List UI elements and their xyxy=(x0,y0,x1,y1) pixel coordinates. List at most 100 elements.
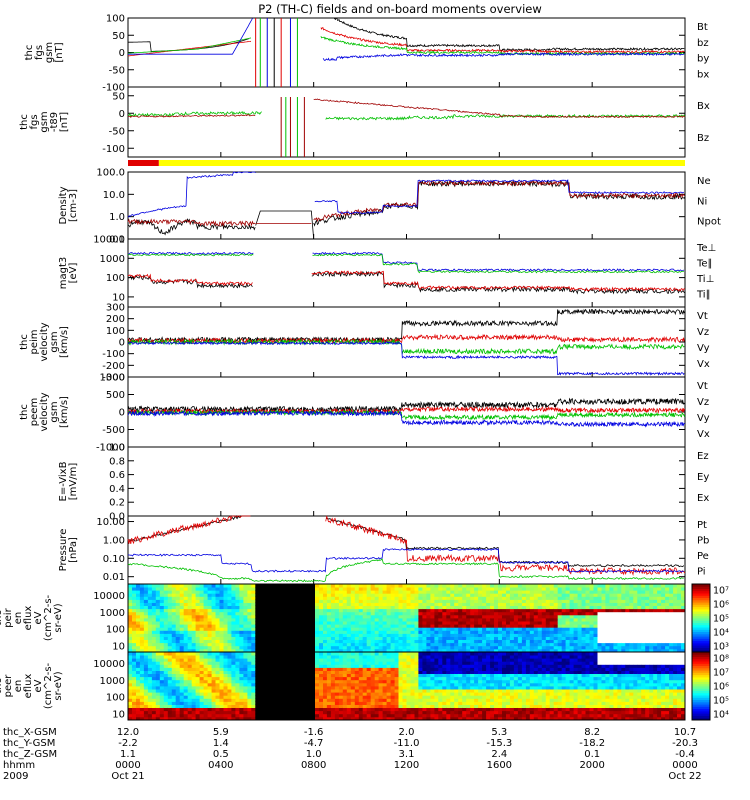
spec-cell xyxy=(235,642,240,647)
spec-cell xyxy=(275,670,280,674)
spec-cell xyxy=(390,639,395,644)
spec-cell xyxy=(311,655,316,659)
spec-cell xyxy=(677,648,682,653)
spec-cell xyxy=(394,596,399,600)
spec-cell xyxy=(354,664,360,668)
series-vt xyxy=(127,397,686,414)
spec-cell xyxy=(398,639,403,644)
spec-cell xyxy=(263,667,268,671)
spec-cell xyxy=(573,584,578,588)
spec-cell xyxy=(665,587,670,591)
spec-cell xyxy=(466,621,471,625)
spec-cell xyxy=(338,639,344,644)
spec-cell xyxy=(585,645,590,650)
colorbar-cell xyxy=(692,606,710,610)
spec-cell xyxy=(354,676,360,681)
spec-cell xyxy=(159,608,165,613)
y-axis-label-line: gsm xyxy=(44,42,55,63)
spec-cell xyxy=(410,639,415,644)
spec-cell xyxy=(311,645,316,650)
spec-cell xyxy=(311,608,316,613)
spec-cell xyxy=(132,704,137,708)
spec-cell xyxy=(506,599,511,603)
spec-cell xyxy=(255,648,260,653)
spec-cell xyxy=(215,661,220,665)
spec-cell xyxy=(203,695,208,699)
spec-cell xyxy=(136,614,141,619)
spec-cell xyxy=(175,710,181,715)
spec-cell xyxy=(203,698,208,702)
spec-cell xyxy=(323,648,328,653)
spec-cell xyxy=(350,593,356,597)
spec-cell xyxy=(402,689,407,693)
spec-cell xyxy=(263,695,268,699)
spec-cell xyxy=(283,692,288,696)
spec-cell xyxy=(215,667,220,671)
spec-cell xyxy=(366,704,372,708)
spec-cell xyxy=(681,596,686,600)
spec-cell xyxy=(545,633,551,637)
spec-cell xyxy=(422,599,427,603)
spec-cell xyxy=(549,602,555,606)
spec-cell xyxy=(358,642,364,647)
spec-cell xyxy=(354,661,360,665)
spec-cell xyxy=(378,695,383,699)
spec-cell xyxy=(259,624,264,628)
spec-cell xyxy=(545,645,551,650)
spec-cell xyxy=(128,605,133,610)
spec-cell xyxy=(402,713,407,718)
spec-cell xyxy=(287,676,292,681)
spec-cell xyxy=(342,608,348,613)
spec-cell xyxy=(613,590,618,594)
spec-cell xyxy=(283,661,288,665)
spec-cell xyxy=(561,605,567,610)
spec-cell xyxy=(386,658,391,662)
spec-cell xyxy=(569,639,574,644)
spec-cell xyxy=(255,593,260,597)
spec-cell xyxy=(482,593,487,597)
spec-cell xyxy=(350,596,356,600)
spec-cell xyxy=(498,627,503,631)
spec-cell xyxy=(338,618,344,622)
spec-cell xyxy=(609,630,614,634)
spec-cell xyxy=(346,689,352,693)
spec-cell xyxy=(330,593,336,597)
spec-cell xyxy=(159,689,165,693)
spec-cell xyxy=(319,624,324,628)
spec-cell xyxy=(203,587,208,591)
spec-cell xyxy=(211,658,216,662)
spec-cell xyxy=(681,633,686,637)
spec-cell xyxy=(195,593,200,597)
spec-cell xyxy=(295,648,300,653)
spec-cell xyxy=(382,707,387,712)
spec-cell xyxy=(573,633,578,637)
spec-cell xyxy=(585,584,590,588)
spec-cell xyxy=(649,602,654,606)
spec-cell xyxy=(629,611,634,616)
spec-cell xyxy=(279,645,284,650)
spec-cell xyxy=(163,682,169,687)
spec-cell xyxy=(354,667,360,671)
spec-cell xyxy=(128,618,133,622)
spec-cell xyxy=(247,707,252,712)
spec-cell xyxy=(151,587,157,591)
spec-cell xyxy=(669,590,674,594)
spec-cell xyxy=(155,673,161,678)
spec-cell xyxy=(426,624,431,628)
spec-cell xyxy=(159,655,165,659)
spec-cell xyxy=(653,599,658,603)
spec-cell xyxy=(315,695,320,699)
spec-cell xyxy=(235,599,240,603)
spec-cell xyxy=(303,584,308,588)
spec-cell xyxy=(661,605,666,610)
spec-cell xyxy=(247,645,252,650)
spec-cell xyxy=(402,633,407,637)
spec-cell xyxy=(593,630,598,634)
spec-cell xyxy=(430,593,435,597)
spec-cell xyxy=(259,676,264,681)
spec-cell xyxy=(239,608,244,613)
spec-cell xyxy=(291,624,296,628)
spec-cell xyxy=(490,614,495,619)
spec-cell xyxy=(183,658,189,662)
spec-cell xyxy=(553,596,559,600)
